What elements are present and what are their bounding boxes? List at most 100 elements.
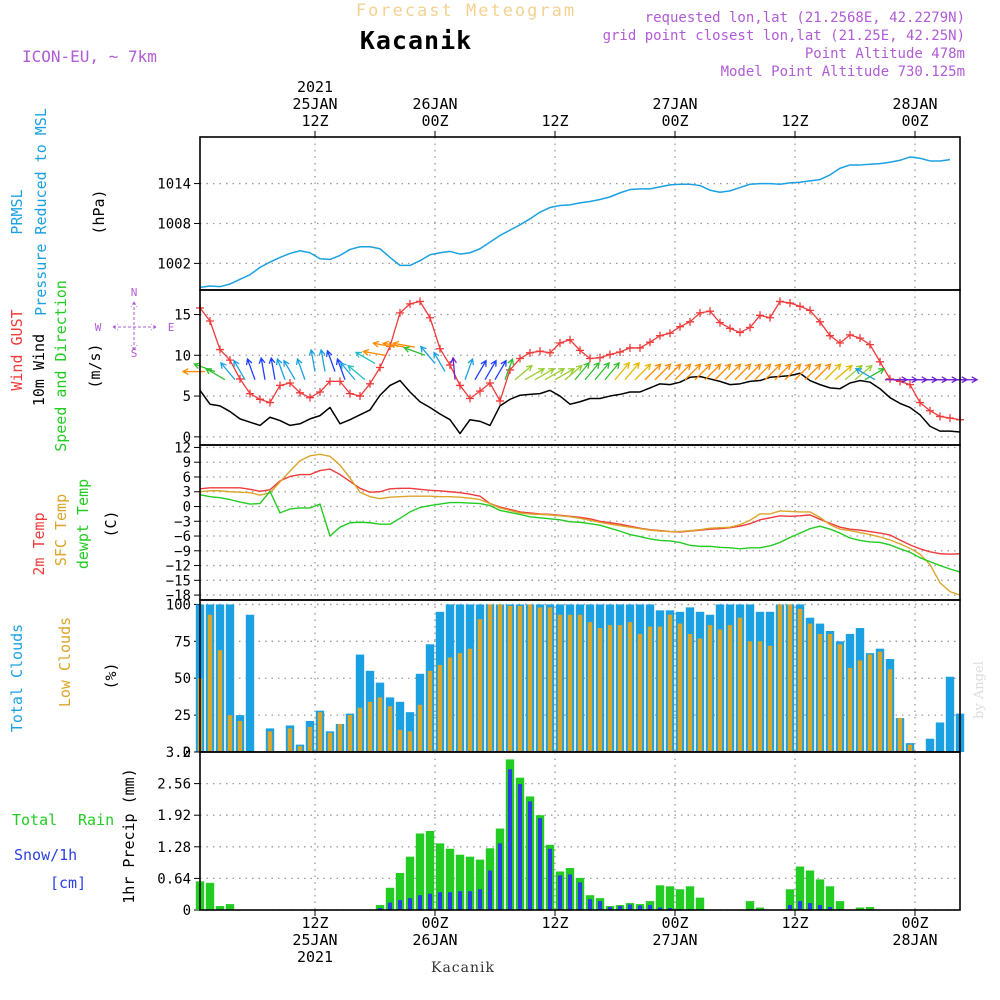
snow-unit-label: [cm] — [50, 874, 86, 892]
low-cloud-bar — [217, 650, 223, 752]
snow-bar — [658, 907, 662, 910]
rain-bar — [475, 859, 485, 910]
low-cloud-bar — [617, 625, 623, 752]
gust-point — [416, 297, 424, 306]
gust-point — [726, 324, 734, 333]
wind-direction-arrow — [704, 363, 722, 381]
sfc-temp-line — [199, 453, 961, 596]
wind-unit-label: (m/s) — [86, 343, 104, 388]
gust-label: Wind GUST — [8, 309, 26, 390]
gust-point — [736, 328, 744, 337]
wind-panel: 0 5 10 15 Wind GUST 10m Wind Speed and Directi… — [8, 280, 979, 452]
rain-bar — [405, 856, 415, 910]
low-cloud-bar — [567, 614, 573, 752]
wind-direction-arrow — [664, 363, 682, 381]
gust-point — [546, 348, 554, 357]
pressure-unit-label: (hPa) — [90, 189, 108, 234]
wind-direction-arrow — [534, 368, 556, 381]
gust-point — [496, 396, 504, 405]
low-cloud-bar — [577, 614, 583, 752]
low-cloud-bar — [887, 669, 893, 752]
cloud-unit-label: (%) — [102, 662, 120, 689]
wind-direction-arrow — [494, 359, 507, 381]
y-tick-label: −3 — [174, 514, 191, 530]
y-tick-label: 2.56 — [157, 777, 191, 793]
top-time-label: 25JAN — [292, 95, 337, 113]
rain-bar — [225, 904, 235, 910]
gust-point — [606, 350, 614, 359]
wind-direction-arrow — [474, 359, 487, 381]
gridpoint-coords: grid point closest lon,lat (21.25E, 42.2… — [603, 28, 965, 44]
low-cloud-bar — [737, 617, 743, 752]
rain-bar — [435, 843, 445, 910]
credit-watermark: by Angel — [972, 661, 987, 719]
wind-direction-arrow — [824, 363, 842, 381]
wind-direction-arrow — [339, 361, 356, 381]
requested-coords: requested lon,lat (21.2568E, 42.2279N) — [645, 10, 965, 26]
wind-direction-arrow — [283, 359, 296, 381]
low-cloud-bar — [857, 660, 863, 752]
rain-bar — [215, 906, 225, 910]
snow-bar — [568, 874, 572, 910]
top-time-label: 00Z — [901, 112, 928, 130]
y-tick-label: 12 — [174, 440, 191, 456]
rain-bar — [815, 879, 825, 910]
rain-bar — [745, 901, 755, 910]
snow-bar — [488, 870, 492, 910]
low-cloud-bar — [707, 625, 713, 752]
snow-bar — [408, 898, 412, 910]
precip-axis-label: 1hr Precip (mm) — [120, 768, 138, 903]
snow-bar — [388, 902, 392, 910]
top-time-label: 26JAN — [412, 95, 457, 113]
compass-east: E — [168, 321, 175, 334]
rain-bar — [755, 907, 765, 910]
compass-arrows — [112, 301, 157, 351]
rain-bar — [865, 907, 875, 910]
wind-direction-arrow — [774, 363, 792, 381]
gust-point — [206, 317, 214, 325]
low-cloud-bar — [587, 622, 593, 752]
snow-bar — [588, 899, 592, 910]
low-cloud-bar — [897, 718, 903, 752]
total-cloud-bar — [945, 676, 955, 752]
y-tick-label: 0 — [183, 745, 191, 761]
y-tick-label: 9 — [183, 455, 191, 471]
snow-bar — [448, 892, 452, 910]
model-name: ICON-EU, ~ 7km — [22, 47, 157, 66]
t2m-line — [199, 468, 961, 555]
wind-direction-arrow — [268, 356, 276, 380]
rain-bar — [385, 887, 395, 910]
snow-bar — [458, 891, 462, 910]
y-tick-label: 0.64 — [157, 871, 191, 887]
pressure-label-1: PRMSL — [8, 189, 26, 234]
precip-frame — [199, 751, 961, 911]
y-tick-label: −6 — [174, 529, 191, 545]
low-cloud-bar — [817, 633, 823, 752]
wind-direction-arrow — [308, 348, 316, 372]
low-cloud-bar — [377, 697, 383, 752]
bottom-time-label: 00Z — [901, 914, 928, 932]
snow-bar — [668, 908, 672, 910]
rain-bar — [805, 870, 815, 910]
pressure-label-2: Pressure Reduced to MSL — [32, 108, 50, 316]
snow-bar — [428, 893, 432, 910]
low-cloud-bar — [547, 607, 553, 752]
gust-point — [656, 331, 664, 340]
wind-direction-arrow — [784, 363, 802, 381]
gust-point — [536, 347, 544, 356]
gust-point — [866, 340, 874, 349]
y-tick-label: 100 — [166, 597, 191, 613]
gust-point — [616, 348, 624, 356]
snow-bar — [418, 895, 422, 910]
y-tick-label: −18 — [166, 588, 191, 604]
gust-point — [426, 313, 434, 322]
wind-direction-arrow — [419, 345, 436, 364]
top-time-label: 12Z — [541, 112, 568, 130]
bottom-time-label: 28JAN — [892, 931, 937, 949]
gust-point — [356, 392, 364, 401]
low-cloud-bar — [297, 746, 303, 752]
low-cloud-bar — [367, 701, 373, 752]
rain-bar — [785, 889, 795, 910]
rain-bar — [415, 833, 425, 910]
